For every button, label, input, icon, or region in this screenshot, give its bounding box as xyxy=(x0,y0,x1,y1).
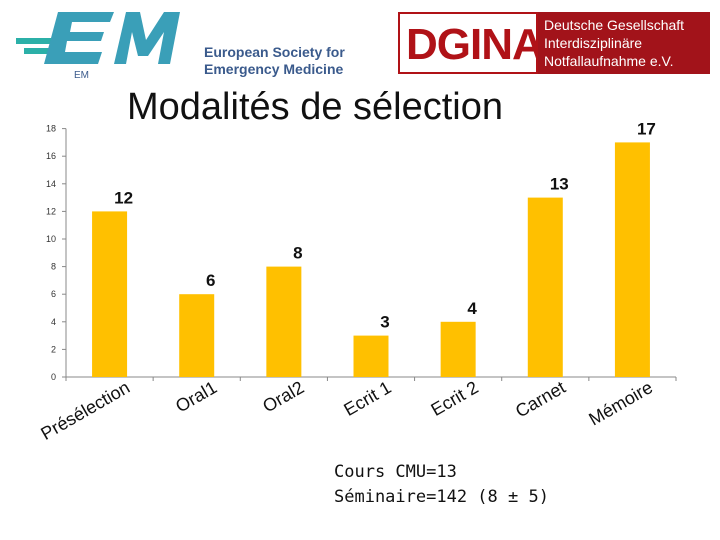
dgina-logo: DGINA Deutsche Gesellschaft Interdiszipl… xyxy=(398,12,710,76)
category-label-4: Ecrit 2 xyxy=(428,377,482,420)
eusem-em-mark-icon: EM xyxy=(16,12,180,81)
data-label-1: 6 xyxy=(206,271,215,290)
data-label-0: 12 xyxy=(114,188,133,207)
eusem-name-line2: Emergency Medicine xyxy=(204,61,344,77)
y-tick-label: 6 xyxy=(51,289,56,299)
dgina-name-line3: Notfallaufnahme e.V. xyxy=(544,53,674,69)
eusem-logo: EM European Society for Emergency Medici… xyxy=(14,8,360,82)
y-tick-label: 10 xyxy=(46,234,56,244)
bar-3 xyxy=(353,335,389,377)
eusem-name-line1: European Society for xyxy=(204,44,345,60)
y-tick-label: 8 xyxy=(51,262,56,272)
dgina-name-panel: Deutsche Gesellschaft Interdisziplinäre … xyxy=(538,12,710,74)
dgina-name-line2: Interdisziplinäre xyxy=(544,35,643,51)
category-label-0: Présélection xyxy=(37,377,133,444)
y-tick-label: 16 xyxy=(46,151,56,161)
dgina-wordmark-box: DGINA xyxy=(398,12,544,74)
bar-0 xyxy=(92,211,128,377)
category-label-5: Carnet xyxy=(512,377,569,421)
data-label-3: 3 xyxy=(380,313,389,332)
footnote-line1: Cours CMU=13 xyxy=(334,462,457,482)
category-label-6: Mémoire xyxy=(585,377,656,429)
chart-title: Modalités de sélection xyxy=(127,86,503,128)
data-label-5: 13 xyxy=(550,175,569,194)
data-label-4: 4 xyxy=(467,299,477,318)
data-label-2: 8 xyxy=(293,244,302,263)
y-tick-label: 18 xyxy=(46,124,56,134)
y-tick-label: 4 xyxy=(51,317,56,327)
bar-6 xyxy=(614,142,650,377)
y-tick-label: 14 xyxy=(46,179,56,189)
bar-4 xyxy=(440,321,476,377)
svg-text:EM: EM xyxy=(74,70,89,81)
dgina-name-line1: Deutsche Gesellschaft xyxy=(544,17,685,33)
y-tick-label: 12 xyxy=(46,206,56,216)
bar-1 xyxy=(179,294,215,377)
category-label-3: Ecrit 1 xyxy=(340,377,394,420)
category-label-2: Oral2 xyxy=(259,377,307,416)
bar-2 xyxy=(266,266,302,377)
dgina-wordmark: DGINA xyxy=(406,20,544,69)
data-label-6: 17 xyxy=(637,119,656,138)
footnote: Cours CMU=13 Séminaire=142 (8 ± 5) xyxy=(334,460,549,510)
bar-5 xyxy=(527,197,563,377)
y-tick-label: 2 xyxy=(51,344,56,354)
y-tick-label: 0 xyxy=(51,372,56,382)
category-label-1: Oral1 xyxy=(172,377,220,416)
footnote-line2: Séminaire=142 (8 ± 5) xyxy=(334,487,549,507)
